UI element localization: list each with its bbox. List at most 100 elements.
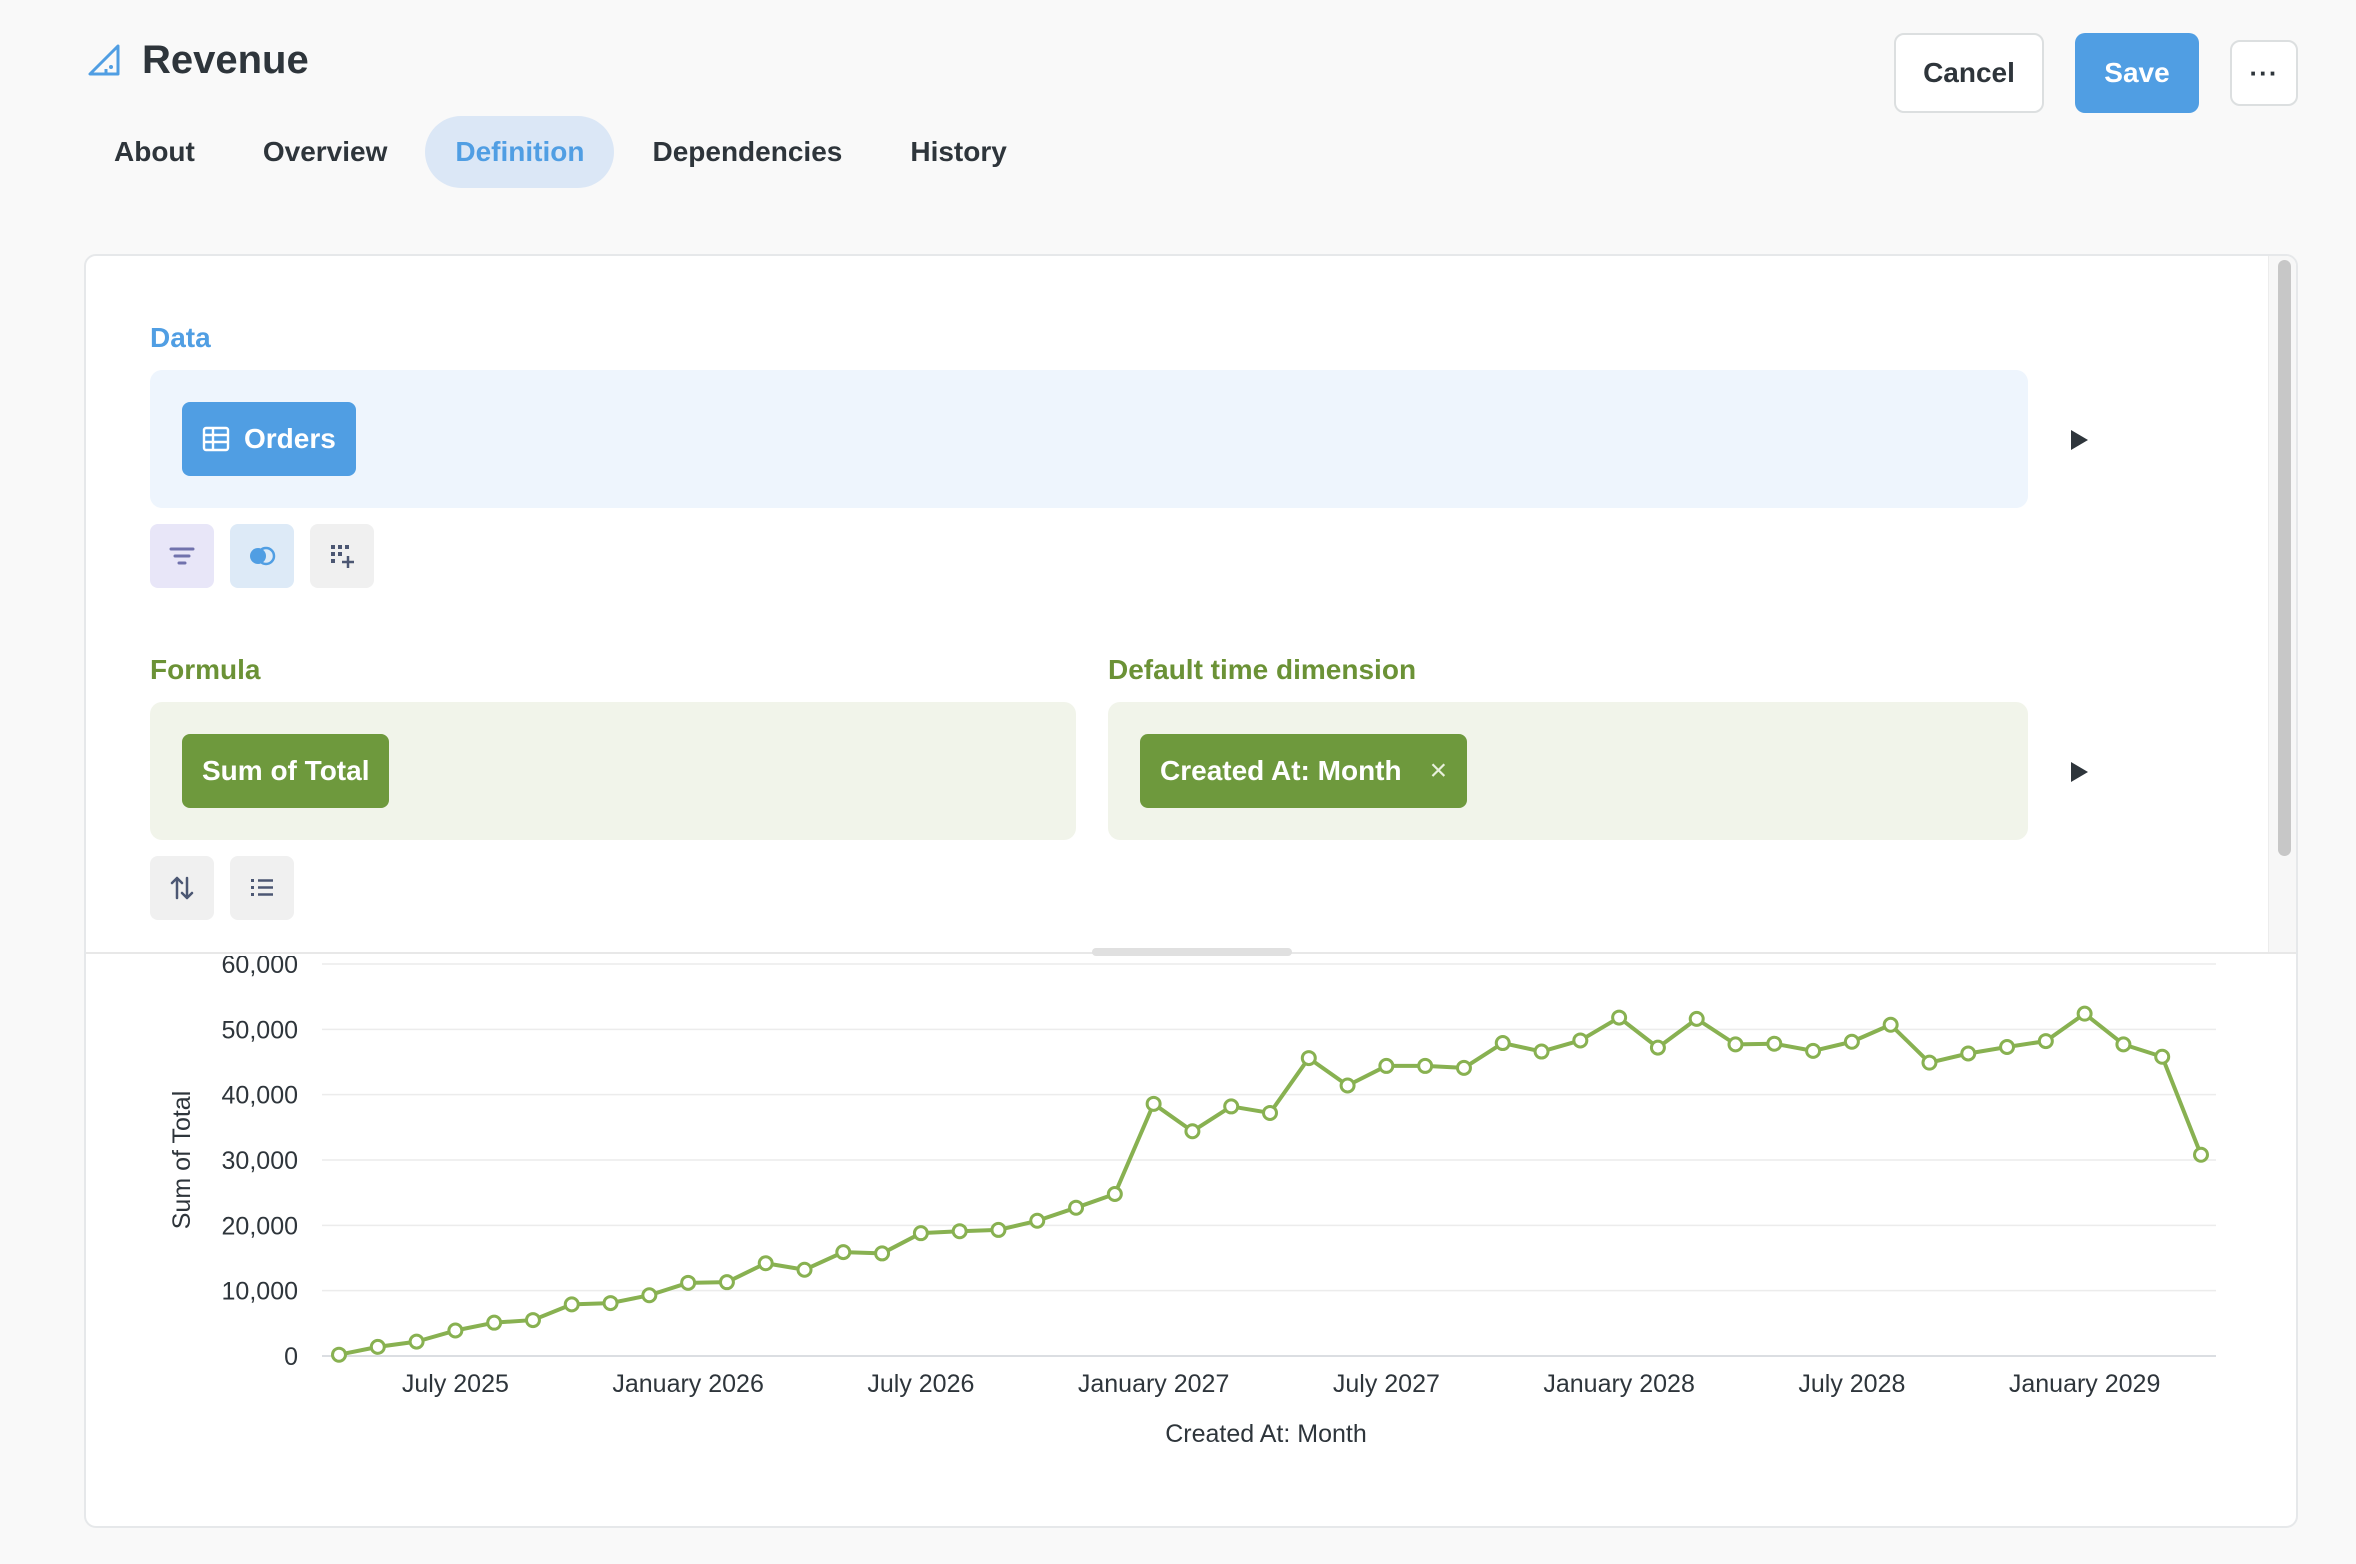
- time-dimension-label: Created At: Month: [1160, 755, 1402, 786]
- join-icon: [250, 546, 276, 566]
- time-dimension-pill[interactable]: Created At: Month ×: [1140, 734, 1468, 808]
- data-point: [835, 1244, 852, 1261]
- data-point: [369, 1338, 386, 1355]
- x-tick-label: January 2029: [2009, 1370, 2161, 1398]
- data-point: [524, 1312, 541, 1329]
- editor-scrollbar-thumb[interactable]: [2278, 260, 2291, 856]
- data-source-label: Orders: [244, 423, 336, 454]
- tab-history[interactable]: History: [910, 136, 1007, 167]
- data-point: [1805, 1042, 1822, 1059]
- sort-icon: [170, 876, 194, 900]
- x-tick-label: July 2025: [402, 1370, 509, 1398]
- tab-about[interactable]: About: [114, 136, 195, 167]
- list-icon: [251, 879, 273, 896]
- data-point: [1378, 1057, 1395, 1074]
- data-point: [331, 1346, 347, 1363]
- filter-button[interactable]: [150, 524, 214, 588]
- join-button[interactable]: [230, 524, 294, 588]
- data-point: [1727, 1036, 1744, 1053]
- data-point: [1999, 1038, 2016, 1055]
- time-dimension-panel: Created At: Month ×: [1108, 702, 2028, 840]
- formula-section-label: Formula: [150, 654, 261, 685]
- cancel-button[interactable]: Cancel: [1894, 33, 2044, 113]
- data-point: [1611, 1009, 1628, 1026]
- data-point: [718, 1274, 735, 1291]
- preview-formula-play-icon[interactable]: [2071, 762, 2088, 782]
- more-options-button[interactable]: ···: [2230, 40, 2298, 106]
- data-point: [1262, 1104, 1278, 1121]
- x-tick-label: July 2028: [1798, 1370, 1905, 1398]
- tab-definition[interactable]: Definition: [425, 116, 615, 188]
- data-point: [951, 1223, 968, 1240]
- formula-pill[interactable]: Sum of Total: [182, 734, 390, 808]
- data-point: [1339, 1077, 1356, 1094]
- resize-handle[interactable]: [1092, 948, 1292, 956]
- data-point: [447, 1322, 464, 1339]
- data-section-label: Data: [150, 322, 211, 353]
- data-step-panel: Orders: [150, 370, 2028, 508]
- data-point: [2193, 1146, 2209, 1163]
- data-point: [2115, 1036, 2132, 1053]
- y-tick-label: 20,000: [222, 1212, 298, 1240]
- filter-icon: [169, 547, 195, 565]
- limit-button[interactable]: [230, 856, 294, 920]
- data-point: [1494, 1035, 1511, 1052]
- time-dimension-section-label: Default time dimension: [1108, 654, 1417, 685]
- custom-column-button[interactable]: [310, 524, 374, 588]
- data-point: [486, 1314, 503, 1331]
- data-point: [1882, 1016, 1899, 1033]
- tab-dependencies[interactable]: Dependencies: [652, 136, 843, 167]
- data-point: [1921, 1054, 1938, 1071]
- data-point: [1688, 1010, 1705, 1027]
- data-point: [1068, 1199, 1085, 1216]
- data-point: [408, 1333, 425, 1350]
- y-tick-label: 0: [284, 1343, 298, 1371]
- remove-time-dimension-icon[interactable]: ×: [1429, 754, 1448, 787]
- formula-label: Sum of Total: [202, 755, 370, 786]
- y-tick-label: 40,000: [222, 1082, 298, 1110]
- data-point: [1223, 1098, 1240, 1115]
- y-tick-label: 10,000: [222, 1278, 298, 1306]
- y-tick-label: 60,000: [222, 956, 298, 979]
- tab-bar: About Overview Definition Dependencies H…: [84, 116, 1037, 190]
- page-title: Revenue: [142, 38, 309, 82]
- data-point: [874, 1245, 891, 1262]
- tab-overview[interactable]: Overview: [262, 136, 388, 167]
- table-icon: [202, 426, 230, 452]
- data-source-pill[interactable]: Orders: [182, 402, 356, 476]
- data-point: [1455, 1059, 1472, 1076]
- x-tick-label: July 2027: [1333, 1370, 1440, 1398]
- metric-definition-card: Data Orders: [84, 254, 2298, 1528]
- data-point: [796, 1261, 813, 1278]
- preview-data-play-icon[interactable]: [2071, 430, 2088, 450]
- data-point: [1649, 1039, 1666, 1056]
- data-point: [1766, 1035, 1783, 1052]
- formula-step-panel: Sum of Total: [150, 702, 1076, 840]
- data-point: [1843, 1033, 1860, 1050]
- y-tick-label: 50,000: [222, 1016, 298, 1044]
- data-point: [757, 1255, 774, 1272]
- data-point: [602, 1295, 619, 1312]
- x-axis-label: Created At: Month: [1165, 1420, 1367, 1448]
- data-point: [2154, 1048, 2171, 1065]
- y-tick-label: 30,000: [222, 1147, 298, 1175]
- x-tick-label: July 2026: [867, 1370, 974, 1398]
- data-point: [641, 1287, 658, 1304]
- data-point: [1029, 1212, 1046, 1229]
- data-point: [990, 1221, 1007, 1238]
- revenue-line-chart: 0 10,000 20,000 30,000 40,000 50,000 60,000 Jul…: [168, 956, 2216, 1448]
- sort-button[interactable]: [150, 856, 214, 920]
- data-point: [563, 1296, 580, 1313]
- x-tick-label: January 2027: [1078, 1370, 1230, 1398]
- save-button[interactable]: Save: [2075, 33, 2199, 113]
- y-axis-label: Sum of Total: [168, 1091, 196, 1230]
- data-point: [680, 1274, 697, 1291]
- x-tick-label: January 2028: [1543, 1370, 1695, 1398]
- data-point: [1145, 1095, 1162, 1112]
- data-point: [1533, 1043, 1550, 1060]
- editor-scrollbar[interactable]: [2268, 256, 2296, 952]
- data-point: [1960, 1045, 1977, 1062]
- data-point: [2037, 1033, 2054, 1050]
- data-point: [1184, 1123, 1201, 1140]
- data-point: [1417, 1057, 1434, 1074]
